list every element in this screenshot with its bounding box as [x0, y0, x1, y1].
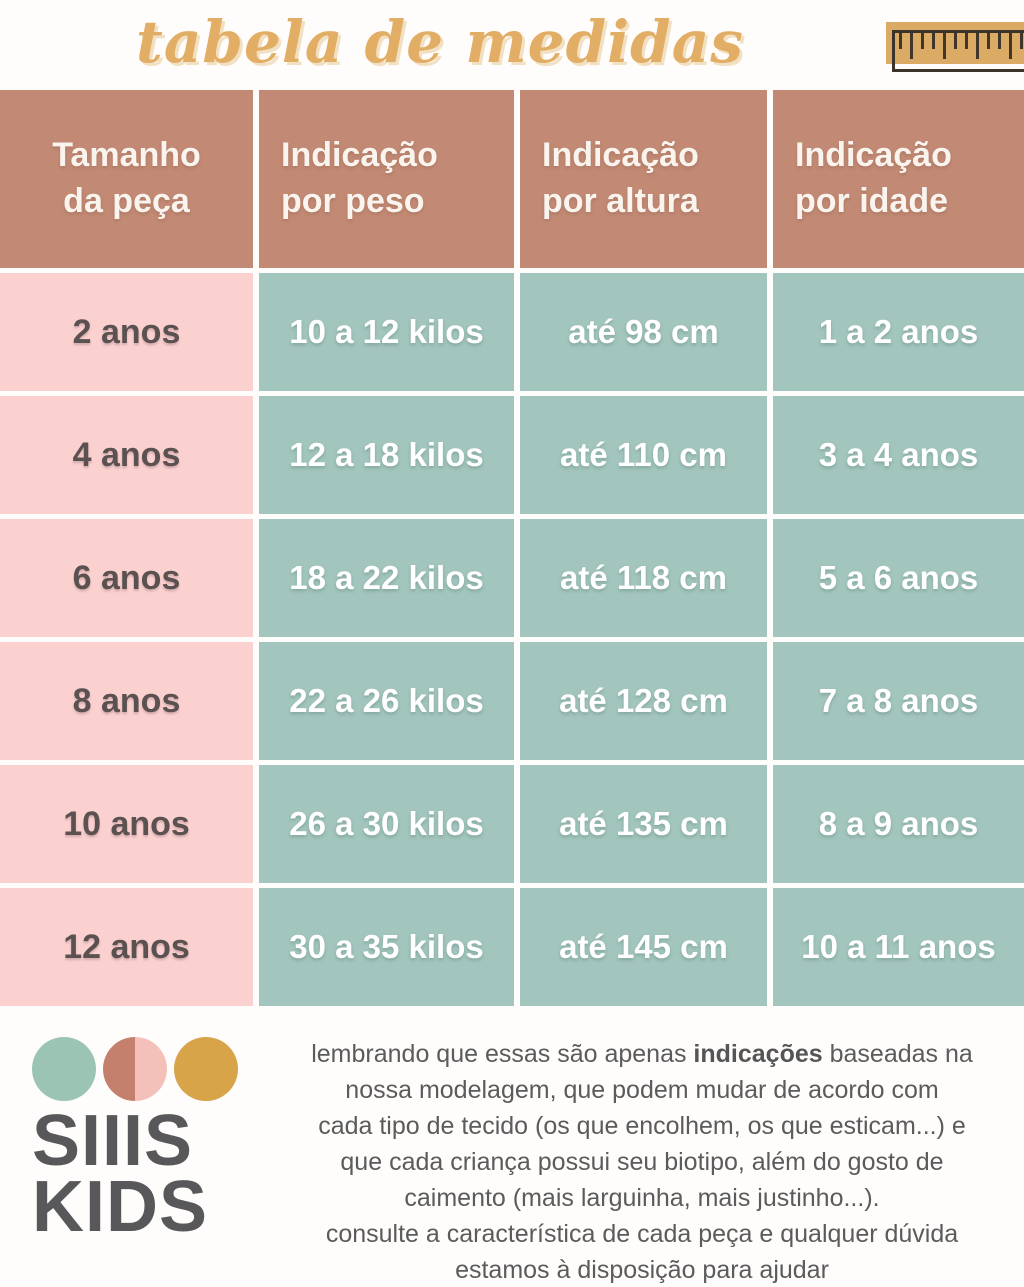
column-header-peso: Indicação por peso [259, 90, 514, 268]
note-line-4: que cada criança possui seu biotipo, alé… [340, 1148, 944, 1176]
cell-height: até 98 cm [520, 273, 767, 391]
cell-age: 8 a 9 anos [773, 765, 1024, 883]
header-line: Indicação [281, 136, 438, 175]
note-line-7: estamos à disposição para ajudar [455, 1256, 829, 1284]
ruler-outline-ticks [892, 30, 1024, 72]
cell-height: até 118 cm [520, 519, 767, 637]
header-line: da peça [63, 182, 190, 220]
page-title: tabela de medidas [136, 8, 744, 76]
cell-age: 1 a 2 anos [773, 273, 1024, 391]
cell-weight: 18 a 22 kilos [259, 519, 514, 637]
cell-height: até 135 cm [520, 765, 767, 883]
logo-circles-icon [32, 1037, 242, 1101]
note-line-5: caimento (mais larguinha, mais justinho.… [404, 1184, 880, 1212]
logo-text-kids: KIDS [32, 1167, 209, 1247]
cell-height: até 110 cm [520, 396, 767, 514]
header-line: por peso [281, 182, 425, 220]
logo-text-siiis: SIIIS [32, 1101, 194, 1181]
size-table: Tamanho da peça Indicação por peso Indic… [0, 90, 1024, 1006]
note-line-1: lembrando que essas são apenas indicaçõe… [260, 1036, 1024, 1072]
header-line: Tamanho [52, 136, 201, 175]
ruler-icon [880, 22, 1024, 80]
cell-size: 6 anos [0, 519, 253, 637]
disclaimer-note: lembrando que essas são apenas indicaçõe… [260, 1036, 1024, 1287]
cell-size: 10 anos [0, 765, 253, 883]
cell-weight: 26 a 30 kilos [259, 765, 514, 883]
brand-logo: SIIIS KIDS [32, 1037, 242, 1247]
cell-weight: 10 a 12 kilos [259, 273, 514, 391]
note-line-3: cada tipo de tecido (os que encolhem, os… [318, 1112, 966, 1140]
cell-age: 3 a 4 anos [773, 396, 1024, 514]
cell-weight: 12 a 18 kilos [259, 396, 514, 514]
cell-size: 8 anos [0, 642, 253, 760]
cell-height: até 145 cm [520, 888, 767, 1006]
teal-circle-icon [32, 1037, 96, 1101]
cell-age: 10 a 11 anos [773, 888, 1024, 1006]
split-pink-circle-icon [103, 1037, 167, 1101]
column-header-idade: Indicação por idade [773, 90, 1024, 268]
cell-height: até 128 cm [520, 642, 767, 760]
note-line-6: consulte a característica de cada peça e… [325, 1220, 959, 1248]
note-text: lembrando que essas são apenas [311, 1040, 694, 1068]
gold-circle-icon [174, 1037, 238, 1101]
cell-age: 7 a 8 anos [773, 642, 1024, 760]
header-line: por altura [542, 182, 699, 220]
note-line-2: nossa modelagem, que podem mudar de acor… [345, 1076, 939, 1104]
cell-size: 12 anos [0, 888, 253, 1006]
header-line: Indicação [795, 136, 952, 175]
header-line: por idade [795, 182, 949, 220]
cell-age: 5 a 6 anos [773, 519, 1024, 637]
header-line: Indicação [542, 136, 699, 175]
cell-weight: 22 a 26 kilos [259, 642, 514, 760]
note-bold-text: indicações [693, 1040, 823, 1068]
column-header-altura: Indicação por altura [520, 90, 767, 268]
note-text: baseadas na [822, 1040, 973, 1068]
cell-weight: 30 a 35 kilos [259, 888, 514, 1006]
cell-size: 2 anos [0, 273, 253, 391]
column-header-tamanho: Tamanho da peça [0, 90, 253, 268]
cell-size: 4 anos [0, 396, 253, 514]
